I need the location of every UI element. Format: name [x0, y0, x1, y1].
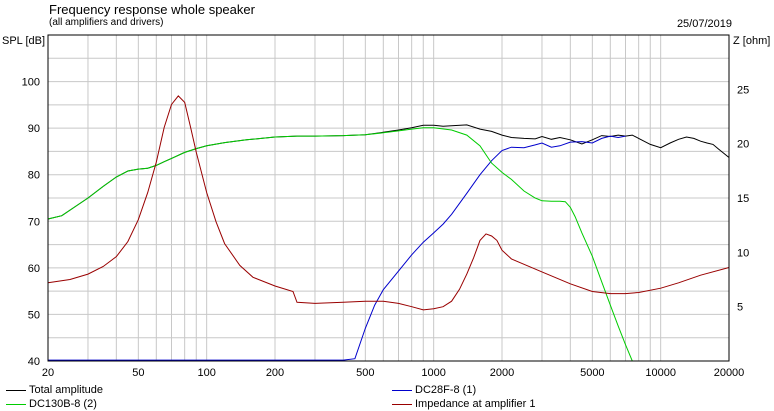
series-line-dc28f-8-1 — [48, 135, 626, 361]
series-line-total-amplitude — [47, 124, 730, 220]
legend-swatch — [6, 389, 26, 391]
y2-tick-label: 10 — [737, 247, 749, 259]
legend-label: DC28F-8 (1) — [415, 384, 477, 396]
y-tick-label: 100 — [22, 77, 40, 89]
legend-label: Impedance at amplifier 1 — [415, 398, 536, 410]
x-tick-label: 500 — [356, 367, 374, 379]
legend-label: DC130B-8 (2) — [29, 398, 97, 410]
plot-frame — [47, 34, 730, 362]
x-tick-label: 20000 — [714, 367, 745, 379]
y-tick-label: 60 — [28, 263, 40, 275]
legend-item: Total amplitude — [6, 384, 103, 396]
legend-item: DC130B-8 (2) — [6, 398, 97, 410]
y-tick-label: 80 — [28, 170, 40, 182]
y-tick-label: 90 — [28, 123, 40, 135]
series-line-impedance-at-amplifier-1 — [47, 95, 730, 311]
y-tick-label: 50 — [28, 309, 40, 321]
x-tick-label: 200 — [266, 367, 284, 379]
x-tick-label: 50 — [132, 367, 144, 379]
x-tick-label: 10000 — [645, 367, 676, 379]
y2-tick-label: 5 — [737, 302, 743, 314]
legend-swatch — [392, 403, 412, 405]
x-tick-label: 100 — [197, 367, 215, 379]
series-layer — [47, 95, 730, 362]
x-tick-label: 1000 — [421, 367, 445, 379]
legend-label: Total amplitude — [29, 384, 103, 396]
chart-date: 25/07/2019 — [676, 18, 732, 30]
chart-subtitle: (all amplifiers and drivers) — [49, 17, 164, 28]
legend-swatch — [392, 389, 412, 391]
chart-title: Frequency response whole speaker — [49, 2, 255, 17]
y-tick-label: 70 — [28, 216, 40, 228]
x-tick-label: 2000 — [490, 367, 514, 379]
x-tick-label: 5000 — [580, 367, 604, 379]
y2-tick-label: 25 — [737, 84, 749, 96]
y2-tick-label: 20 — [737, 139, 749, 151]
series-line-dc130b-8-2 — [47, 127, 729, 362]
legend-item: Impedance at amplifier 1 — [392, 398, 535, 410]
y2-tick-label: 15 — [737, 193, 749, 205]
y-tick-label: 40 — [28, 356, 40, 368]
legend-swatch — [6, 403, 26, 405]
y2-axis-label: Z [ohm] — [733, 35, 771, 47]
y-axis-label: SPL [dB] — [2, 35, 46, 47]
tick-labels: 20 50 100 200 500 1000 2000 5000 10000 20000 40 50 6… — [22, 77, 750, 379]
legend-item: DC28F-8 (1) — [392, 384, 476, 396]
grid-lines — [48, 35, 729, 361]
x-tick-label: 20 — [42, 367, 54, 379]
